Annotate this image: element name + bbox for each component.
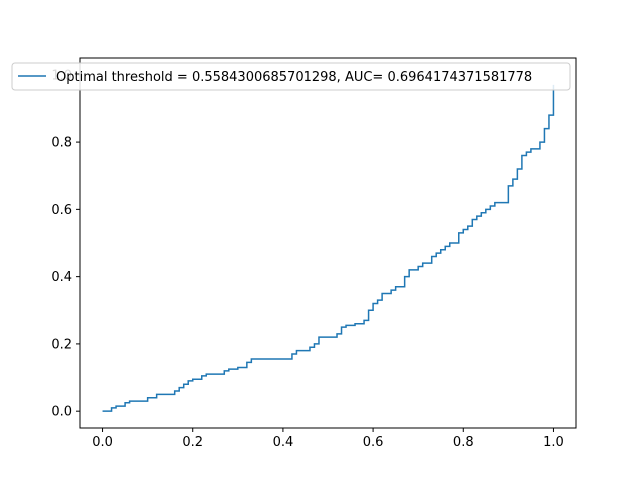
roc-curve-line xyxy=(102,84,555,412)
y-tick-label: 0.8 xyxy=(51,136,72,151)
legend-entry-label: Optimal threshold = 0.5584300685701298, … xyxy=(56,70,532,85)
axes-frame xyxy=(79,57,577,429)
x-axis: 0.0 0.2 0.4 0.6 0.8 1.0 xyxy=(92,428,564,450)
x-tick-label: 1.0 xyxy=(543,435,564,450)
x-tick-label: 0.6 xyxy=(363,435,384,450)
legend-box xyxy=(11,62,571,91)
y-tick-label: 0.2 xyxy=(51,337,72,352)
y-tick-label: 0.6 xyxy=(51,203,72,218)
y-tick-label: 0.0 xyxy=(51,405,72,420)
y-tick-label: 0.4 xyxy=(51,270,72,285)
x-tick-label: 0.4 xyxy=(273,435,294,450)
x-tick-label: 0.0 xyxy=(92,435,113,450)
x-tick-label: 0.8 xyxy=(453,435,474,450)
x-tick-label: 0.2 xyxy=(182,435,203,450)
y-axis: 0.00.20.40.60.81.0 xyxy=(51,68,80,420)
plot-area xyxy=(102,84,555,412)
legend: Optimal threshold = 0.5584300685701298, … xyxy=(11,62,571,91)
